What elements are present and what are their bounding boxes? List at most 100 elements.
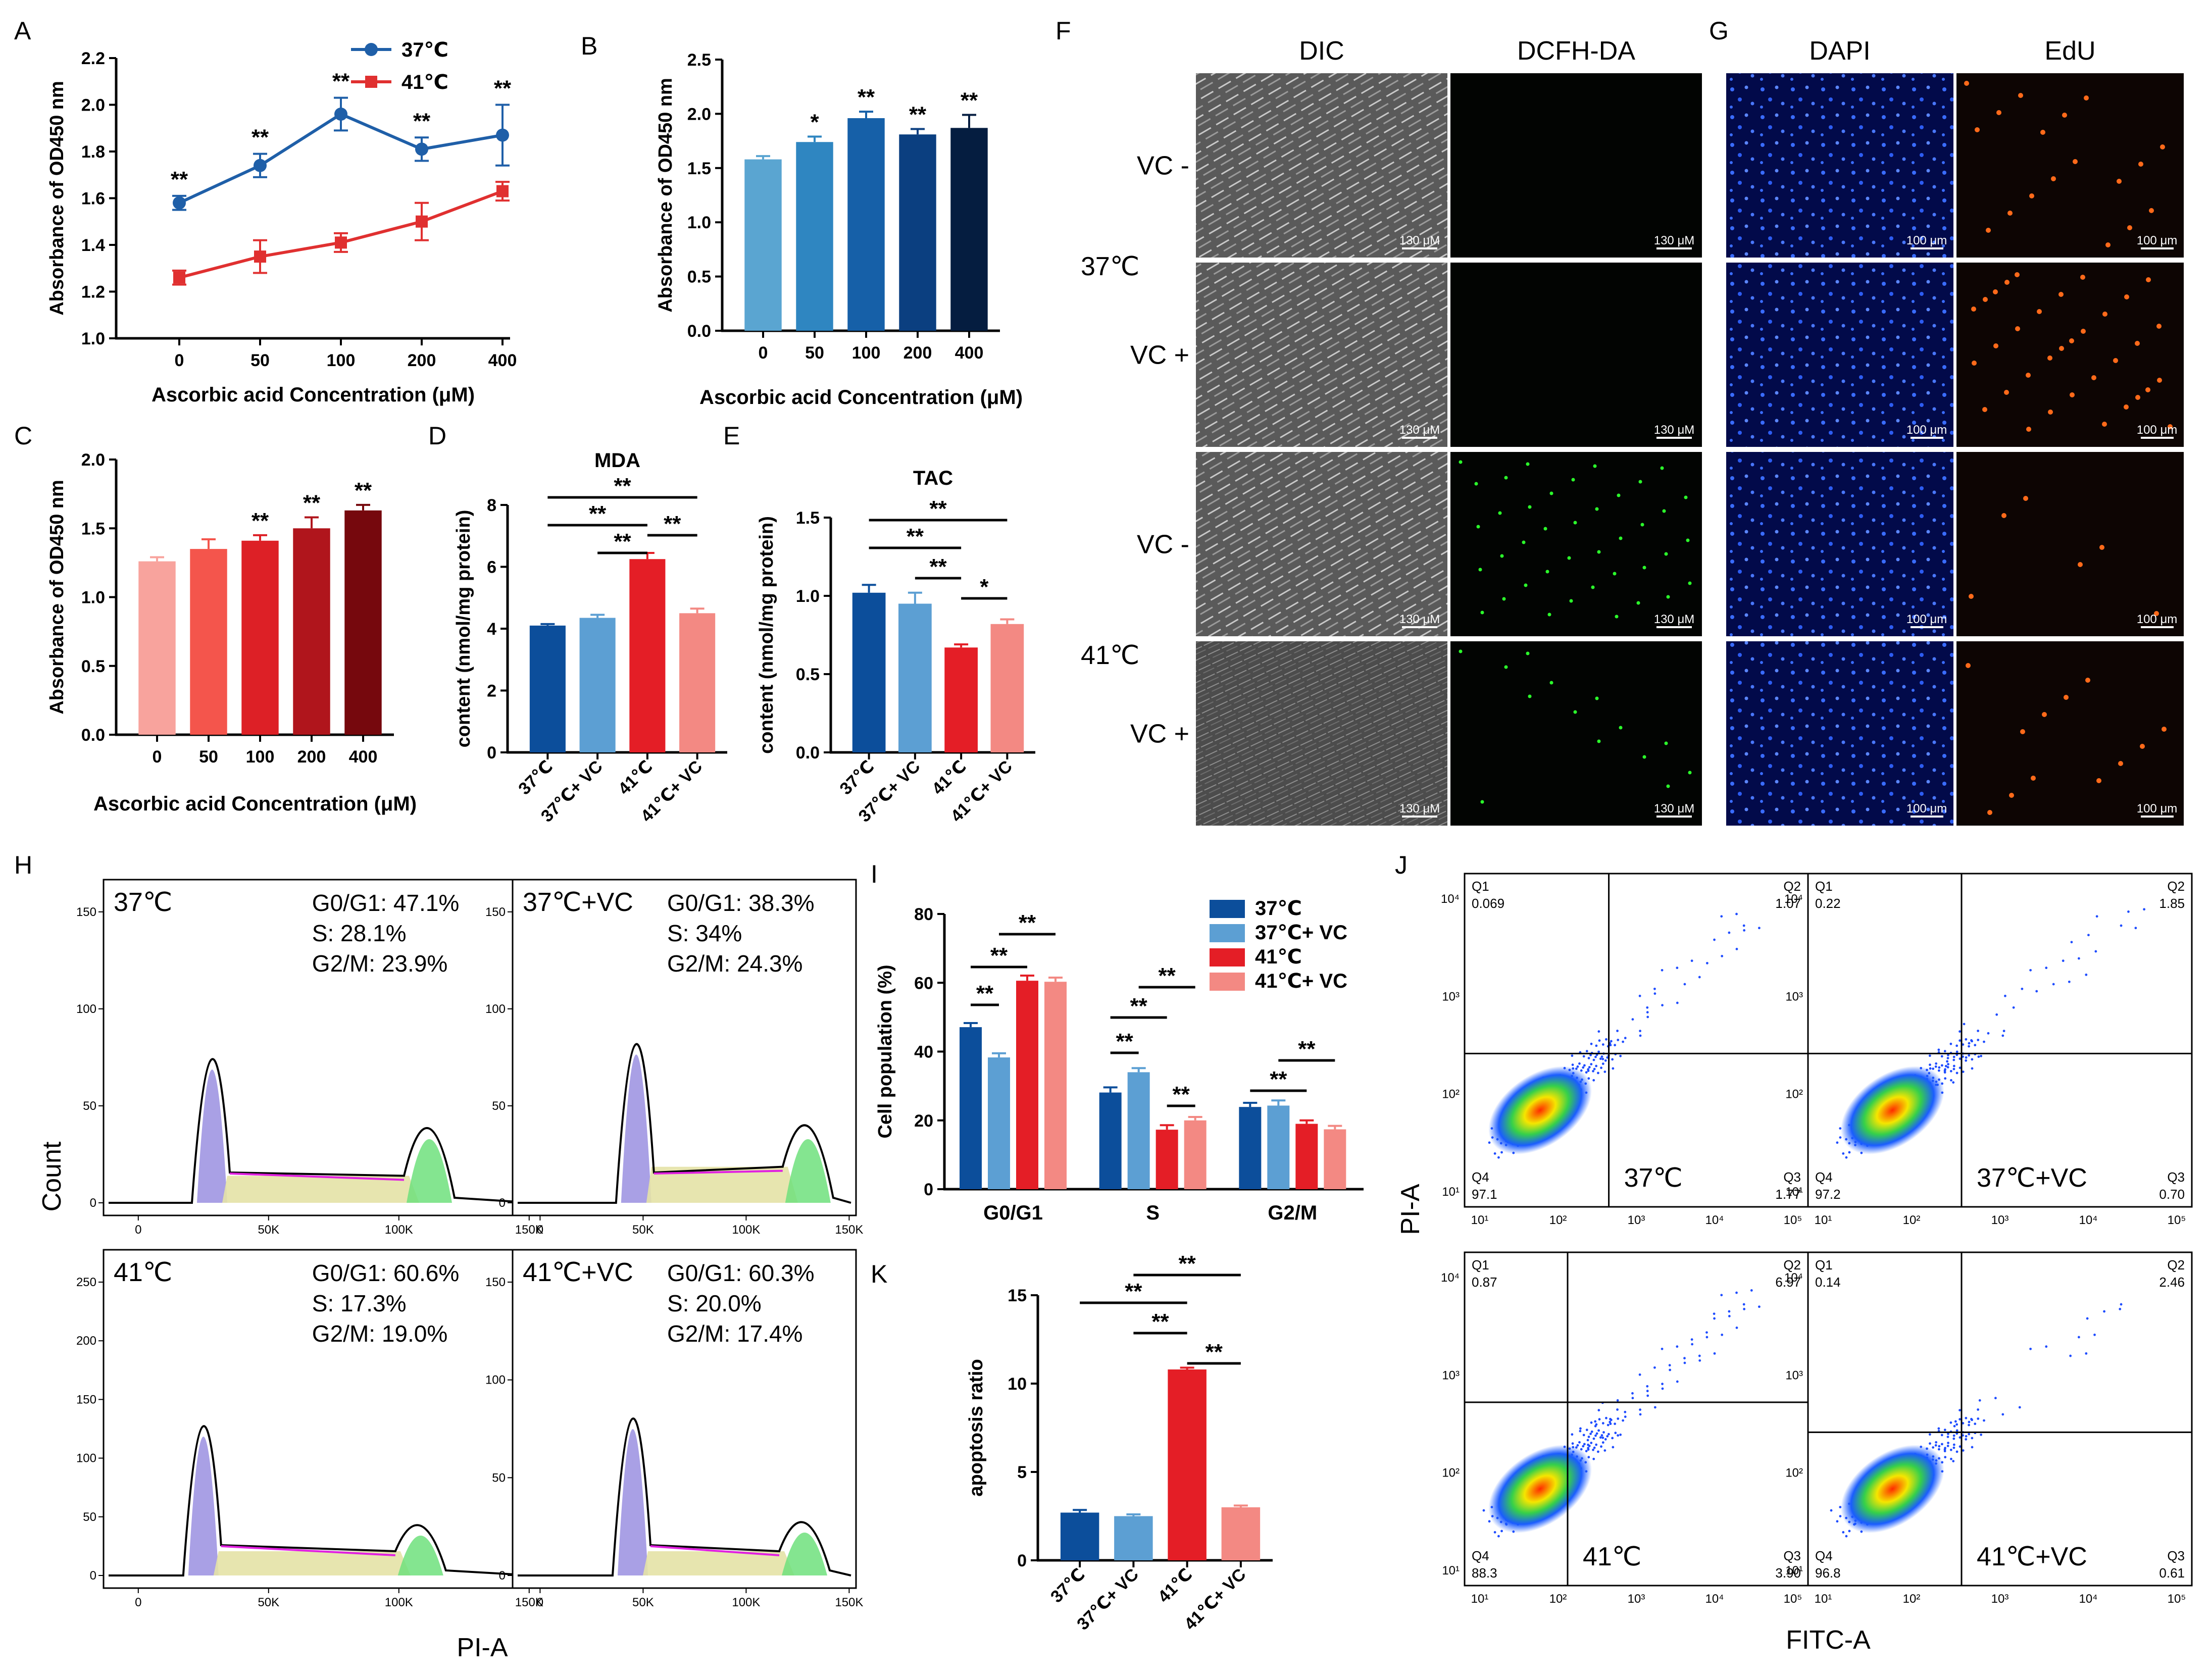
scale-label: 130 μM (1399, 423, 1440, 437)
dapi-image-0 (1726, 73, 1953, 258)
condition-label: 37℃ (114, 888, 172, 917)
event-dot (1624, 1037, 1627, 1039)
y-tick-label: 10⁴ (1441, 1271, 1460, 1285)
green-fluorescent-dot (1522, 541, 1526, 544)
q1-value: 0.22 (1815, 896, 1841, 911)
event-dot (1691, 1343, 1693, 1346)
green-fluorescent-dot (1546, 570, 1549, 574)
event-dot (1721, 955, 1723, 957)
significance-stars: ** (1125, 1279, 1142, 1304)
green-fluorescent-dot (1526, 652, 1530, 655)
event-dot (2085, 1352, 2087, 1355)
event-dot (1736, 1327, 1738, 1329)
legend-label-2: 41℃ (1255, 946, 1302, 968)
panel-letter-d: D (428, 422, 446, 450)
event-dot (1955, 1423, 1958, 1426)
green-fluorescent-dot (1643, 755, 1646, 759)
edu-positive-nucleus (2073, 159, 2078, 164)
green-fluorescent-dot (1544, 527, 1547, 531)
event-dot (1713, 1312, 1716, 1315)
event-dot (1947, 1445, 1949, 1447)
edu-positive-nucleus (2004, 390, 2009, 395)
x-tick-label: 50K (258, 1596, 279, 1609)
significance-stars: ** (990, 943, 1008, 968)
event-dot (1572, 1442, 1574, 1445)
event-dot (1947, 1066, 1949, 1068)
green-fluorescent-dot (1593, 465, 1597, 468)
event-dot (2127, 910, 2130, 913)
q3-label: Q3 (2167, 1548, 2185, 1563)
significance-stars: ** (252, 508, 269, 533)
x-tick-label: 150K (835, 1223, 863, 1237)
edu-positive-nucleus (2157, 378, 2162, 383)
edu-positive-nucleus (2070, 392, 2075, 397)
edu-positive-nucleus (2004, 280, 2010, 285)
x-tick-label: 41℃ (928, 757, 970, 799)
event-dot (1596, 1432, 1598, 1435)
y-tick-label: 6 (487, 558, 496, 577)
event-dot (1599, 1436, 1602, 1439)
x-tick-label: 400 (955, 343, 984, 363)
y-tick-label: 1.5 (81, 519, 105, 538)
chart-title: MDA (594, 449, 640, 472)
event-dot (1684, 983, 1686, 986)
event-dot (1669, 1369, 1671, 1371)
event-dot (1952, 1081, 1954, 1084)
edu-positive-nucleus (2156, 324, 2162, 329)
edu-positive-nucleus (2051, 176, 2056, 181)
event-dot (1639, 1408, 1641, 1411)
scale-label: 100 μm (2137, 234, 2178, 247)
event-dot (1987, 1032, 1990, 1035)
x-tick-label: 0 (537, 1223, 543, 1237)
event-dot (1929, 1442, 1931, 1445)
event-dot (1720, 915, 1723, 918)
green-fluorescent-dot (1528, 505, 1532, 509)
event-dot (1965, 1417, 1967, 1419)
x-tick-label: 400 (488, 351, 517, 370)
event-dot (1586, 1050, 1588, 1052)
event-dot (1958, 1409, 1961, 1411)
g0g1-percent: G0/G1: 60.6% (312, 1260, 460, 1286)
y-tick-label: 1.4 (81, 236, 105, 255)
event-dot (1611, 1437, 1614, 1439)
s-percent: S: 28.1% (312, 920, 407, 946)
event-dot (1597, 1409, 1600, 1411)
event-dot (1594, 1056, 1597, 1058)
x-tick-label: 100K (732, 1223, 760, 1237)
x-tick-label: 10⁴ (1705, 1592, 1724, 1606)
y-tick-label: 1.2 (81, 283, 105, 302)
edu-positive-nucleus (2064, 695, 2069, 700)
y-axis-title: content (nmol/mg protein) (756, 516, 777, 754)
event-dot (1599, 1057, 1602, 1060)
green-fluorescent-dot (1550, 492, 1553, 495)
q4-label: Q4 (1815, 1548, 1833, 1563)
bar-2-3 (1324, 1129, 1346, 1189)
event-dot (1848, 1151, 1851, 1154)
scale-label: 100 μm (1906, 423, 1947, 437)
significance-stars: ** (1159, 963, 1176, 988)
event-dot (2001, 1413, 2004, 1416)
significance-stars: ** (907, 524, 924, 549)
event-dot (1598, 1039, 1601, 1042)
event-dot (1602, 1441, 1604, 1444)
panel-letter-f: F (1056, 17, 1071, 45)
event-dot (1578, 1441, 1581, 1444)
event-dot (1950, 1079, 1952, 1082)
edu-image-2 (1956, 452, 2184, 636)
event-dot (1639, 1035, 1642, 1037)
edu-positive-nucleus (2102, 312, 2107, 317)
event-dot (1601, 1055, 1603, 1058)
event-dot (1601, 1437, 1604, 1439)
y-tick-label: 8 (487, 496, 496, 515)
bar-1-0 (1099, 1093, 1122, 1189)
event-dot (1929, 1433, 1931, 1436)
y-tick-label: 0 (499, 1569, 506, 1583)
panel-letter-i: I (871, 860, 878, 888)
event-dot (1494, 1152, 1496, 1155)
event-dot (1632, 1397, 1634, 1399)
green-fluorescent-dot (1665, 742, 1668, 745)
event-dot (1952, 1059, 1955, 1061)
event-dot (2143, 908, 2145, 910)
g2m-percent: G2/M: 19.0% (312, 1320, 447, 1347)
y-tick-label: 0.0 (796, 743, 820, 762)
